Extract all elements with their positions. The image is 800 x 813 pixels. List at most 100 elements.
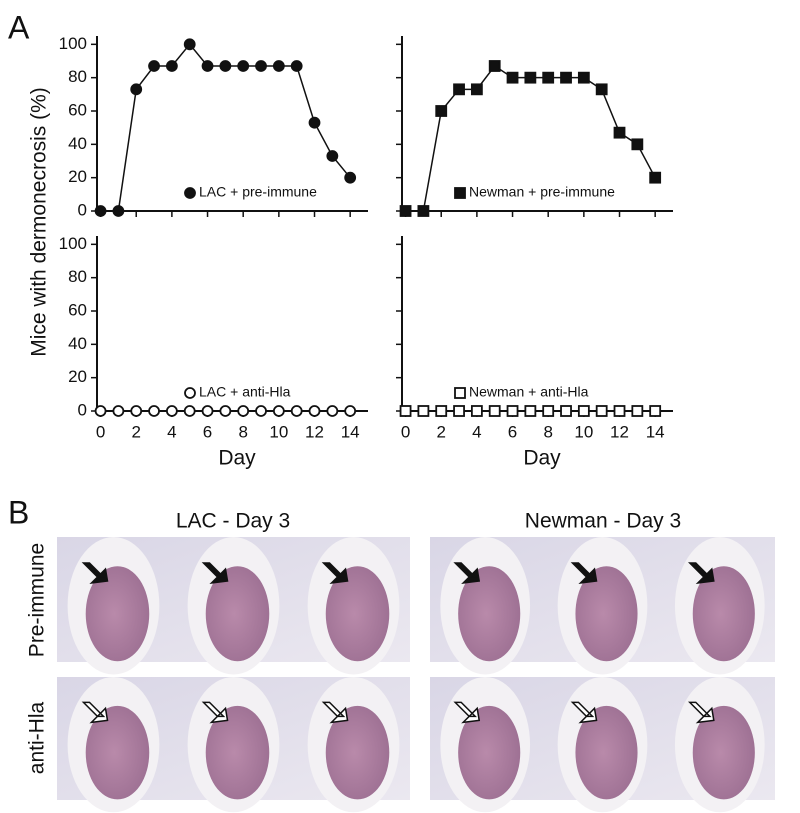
- data-point: [344, 405, 357, 417]
- data-point: [112, 405, 125, 417]
- data-point: [183, 38, 196, 51]
- x-tick-label: 2: [131, 422, 140, 441]
- arrow: [570, 701, 598, 724]
- arrow: [81, 562, 109, 585]
- arrow: [687, 562, 715, 585]
- data-point: [506, 405, 519, 417]
- data-point: [308, 405, 321, 417]
- data-point: [577, 71, 590, 84]
- x-axis-label: Day: [523, 447, 561, 470]
- data-point: [524, 71, 537, 84]
- y-tick-label: 80: [68, 67, 87, 86]
- arrow: [453, 701, 481, 724]
- x-tick-label: 2: [436, 422, 445, 441]
- legend-marker: [454, 387, 466, 399]
- data-point: [201, 60, 214, 72]
- x-tick-label: 4: [167, 422, 176, 441]
- x-tick-label: 14: [341, 422, 360, 441]
- x-tick-label: 12: [305, 422, 324, 441]
- data-point: [488, 60, 501, 72]
- y-axis-label: Mice with dermonecrosis (%): [28, 87, 51, 357]
- data-point: [595, 405, 608, 417]
- data-point: [631, 405, 644, 417]
- data-point: [290, 60, 303, 72]
- x-tick-label: 6: [203, 422, 212, 441]
- data-point: [506, 71, 519, 84]
- data-point: [542, 405, 555, 417]
- data-point: [237, 60, 250, 72]
- data-point: [272, 405, 285, 417]
- legend-label: LAC + anti-Hla: [199, 384, 291, 400]
- data-point: [94, 205, 107, 217]
- y-tick-label: 60: [68, 300, 87, 319]
- data-point: [183, 405, 196, 417]
- data-point: [524, 405, 537, 417]
- data-point: [130, 405, 143, 417]
- x-tick-label: 0: [401, 422, 410, 441]
- data-point: [435, 105, 448, 117]
- mouse-skin: [458, 705, 521, 800]
- y-tick-label: 60: [68, 100, 87, 119]
- data-point: [148, 405, 160, 417]
- legend-label: Newman + pre-immune: [469, 184, 615, 200]
- mouse-skin: [692, 705, 755, 800]
- mouse-skin: [458, 566, 521, 662]
- mouse-skin: [575, 566, 638, 662]
- arrow: [570, 562, 598, 585]
- data-point: [613, 126, 626, 139]
- y-tick-label: 100: [59, 234, 87, 253]
- data-point: [219, 405, 232, 417]
- data-point: [399, 205, 412, 217]
- mouse-skin: [205, 566, 270, 662]
- data-point: [435, 405, 448, 417]
- row-title: Pre-immune: [26, 543, 49, 657]
- data-point: [417, 205, 430, 217]
- data-point: [326, 405, 339, 417]
- mouse-skin: [325, 566, 390, 662]
- mouse-skin: [85, 705, 150, 800]
- y-tick-label: 0: [78, 400, 87, 419]
- data-point: [255, 405, 267, 417]
- column-title: LAC - Day 3: [176, 510, 290, 533]
- y-tick-label: 40: [68, 334, 87, 353]
- data-point: [560, 71, 572, 84]
- data-point: [148, 60, 160, 72]
- data-point: [595, 83, 608, 96]
- data-point: [453, 83, 465, 96]
- data-point: [290, 405, 303, 417]
- arrow: [453, 562, 481, 585]
- legend-marker: [184, 387, 196, 399]
- data-point: [165, 405, 178, 417]
- data-point: [255, 60, 267, 72]
- legend-marker: [454, 187, 466, 199]
- data-point: [272, 60, 285, 72]
- legend-marker: [184, 187, 196, 199]
- data-point: [560, 405, 572, 417]
- legend-label: LAC + pre-immune: [199, 184, 317, 200]
- mouse-skin: [205, 705, 270, 800]
- column-title: Newman - Day 3: [525, 510, 681, 533]
- x-tick-label: 8: [543, 422, 552, 441]
- y-tick-label: 100: [59, 34, 87, 53]
- y-tick-label: 20: [68, 167, 87, 186]
- data-point: [130, 83, 143, 96]
- x-tick-label: 8: [238, 422, 247, 441]
- data-point: [399, 405, 412, 417]
- photo-panel: [57, 537, 775, 813]
- panel-label: A: [8, 9, 30, 45]
- arrow: [201, 562, 229, 585]
- x-tick-label: 4: [472, 422, 481, 441]
- data-point: [631, 138, 644, 151]
- arrow: [201, 701, 229, 724]
- y-tick-label: 20: [68, 367, 87, 386]
- data-point: [237, 405, 250, 417]
- data-point: [94, 405, 107, 417]
- row-title: anti-Hla: [26, 702, 49, 775]
- data-point: [453, 405, 465, 417]
- mouse-skin: [325, 705, 390, 800]
- data-point: [326, 150, 339, 162]
- data-point: [649, 171, 662, 184]
- x-tick-label: 0: [96, 422, 105, 441]
- data-point: [344, 171, 357, 184]
